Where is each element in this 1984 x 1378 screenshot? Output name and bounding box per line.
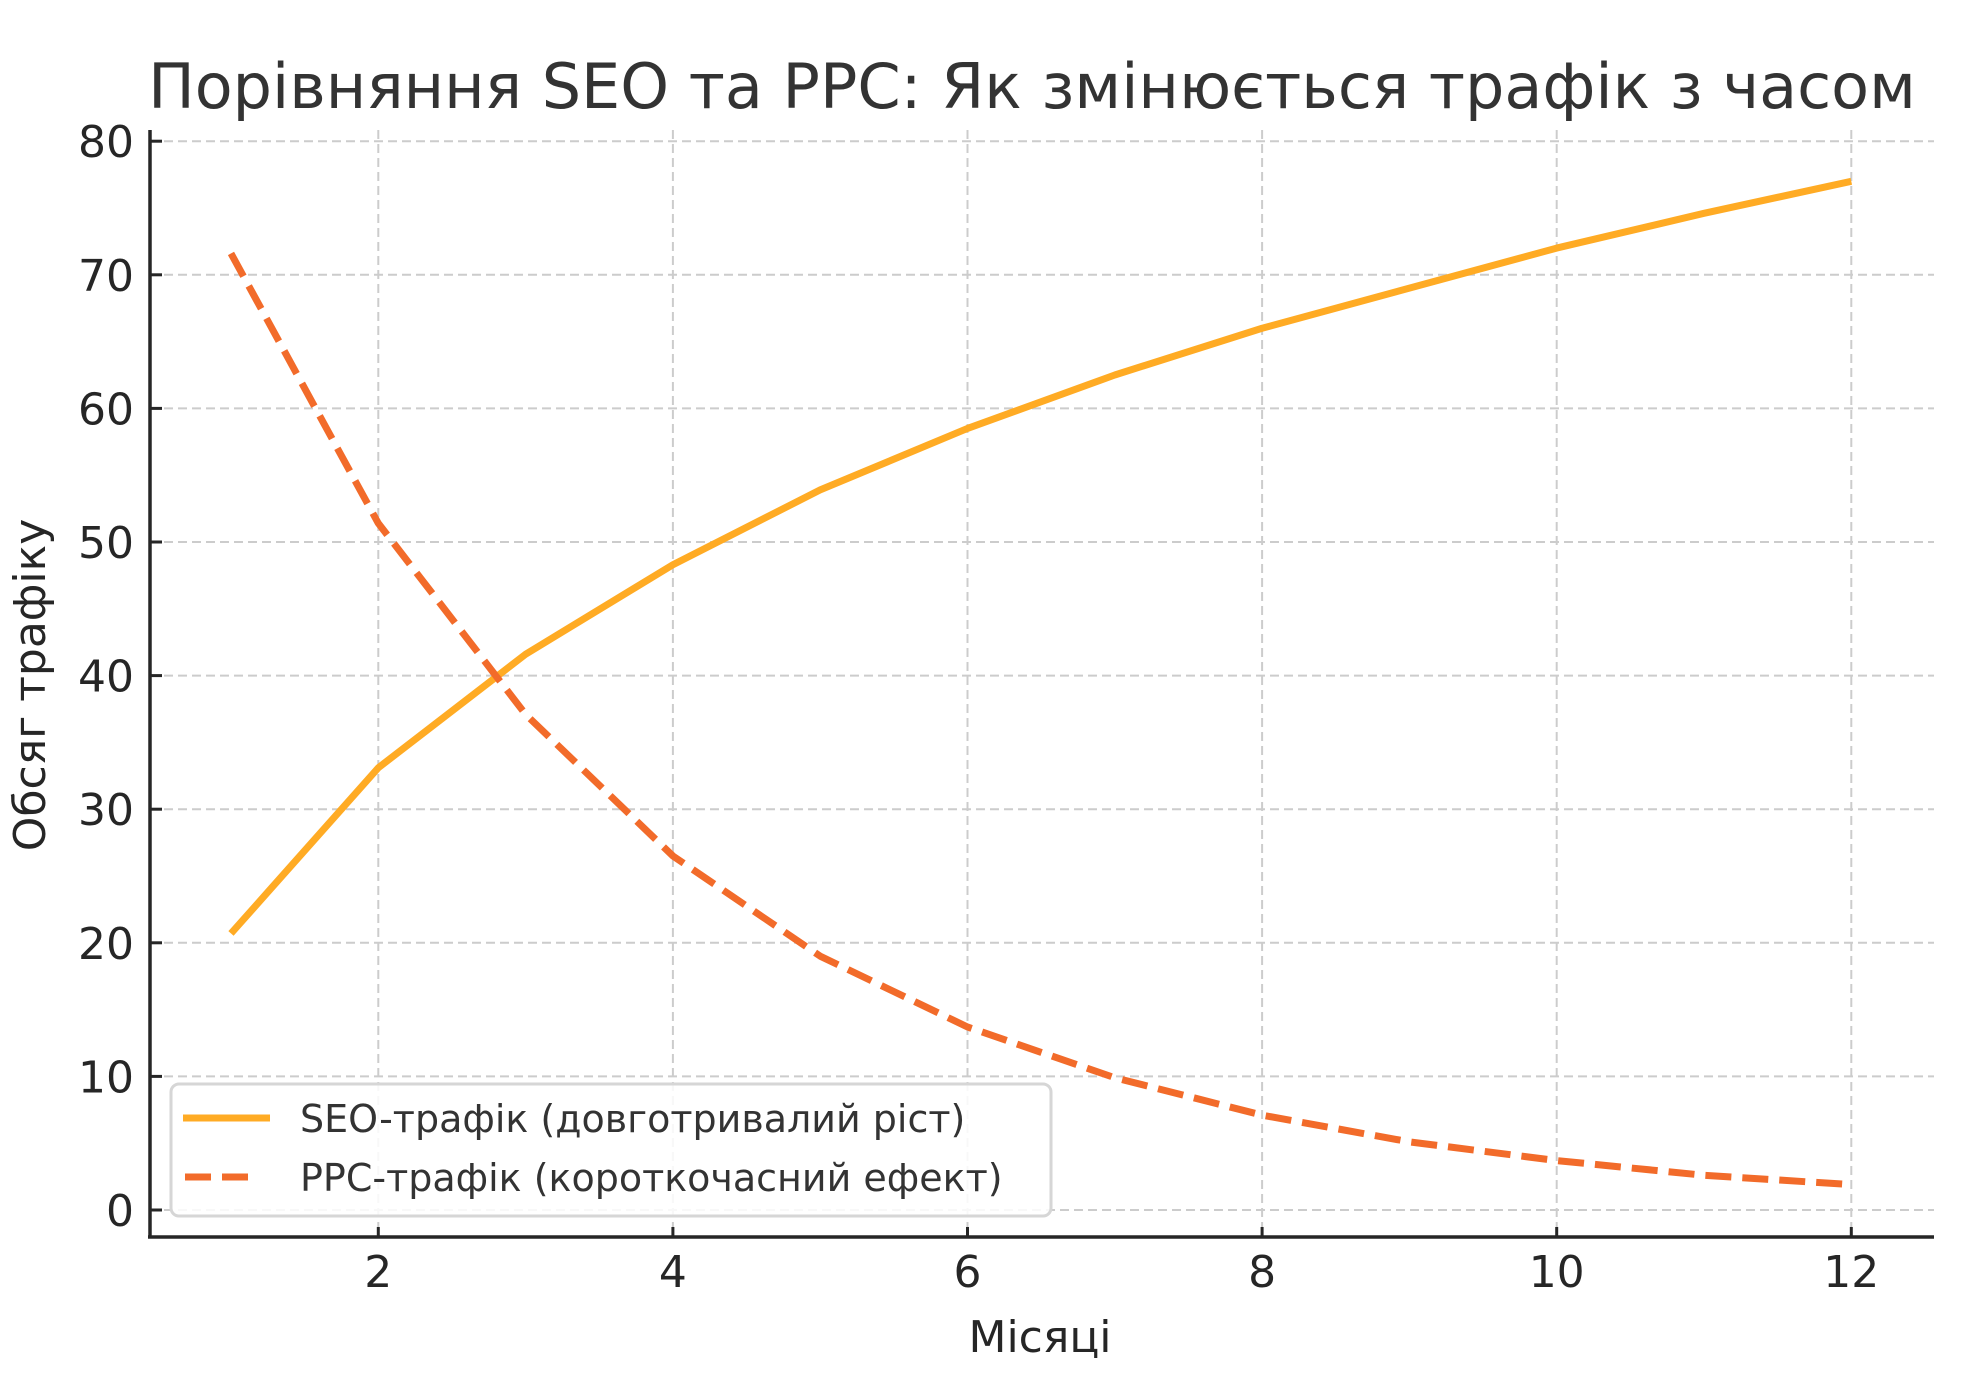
y-tick-label: 10 [78,1052,134,1103]
grid-lines [150,130,1934,1237]
x-tick-label: 8 [1248,1247,1276,1298]
y-tick-label: 20 [78,919,134,970]
legend-box [169,1082,1053,1218]
y-tick-label: 30 [78,785,134,836]
x-tick-label: 12 [1823,1247,1879,1298]
x-tick-label: 2 [364,1247,392,1298]
x-axis-label: Місяці [968,1312,1111,1363]
y-axis-ticks: 0 10 20 30 40 50 60 70 80 [78,117,162,1237]
ppc-traffic-line [227,251,1852,1189]
y-tick-label: 40 [78,652,134,703]
chart-title: Порівняння SEO та PPC: Як змінюється тра… [148,50,1916,123]
seo-traffic-line [228,177,1853,936]
y-tick-label: 0 [106,1186,134,1237]
legend-label-ppc: PPC-трафік (короткочасний ефект) [300,1156,1003,1200]
y-axis-label: Обсяг трафіку [5,519,56,852]
plot-series [227,177,1853,1189]
y-tick-label: 50 [78,518,134,569]
legend-label-seo: SEO-трафік (довготривалий ріст) [300,1097,965,1141]
legend: SEO-трафік (довготривалий ріст) PPC-траф… [169,1082,1053,1218]
x-tick-label: 4 [659,1247,687,1298]
y-tick-label: 70 [78,251,134,302]
x-tick-label: 10 [1529,1247,1585,1298]
y-tick-label: 80 [78,117,134,168]
x-axis-ticks: 2 4 6 8 10 12 [364,1227,1879,1298]
y-tick-label: 60 [78,384,134,435]
x-tick-label: 6 [954,1247,982,1298]
